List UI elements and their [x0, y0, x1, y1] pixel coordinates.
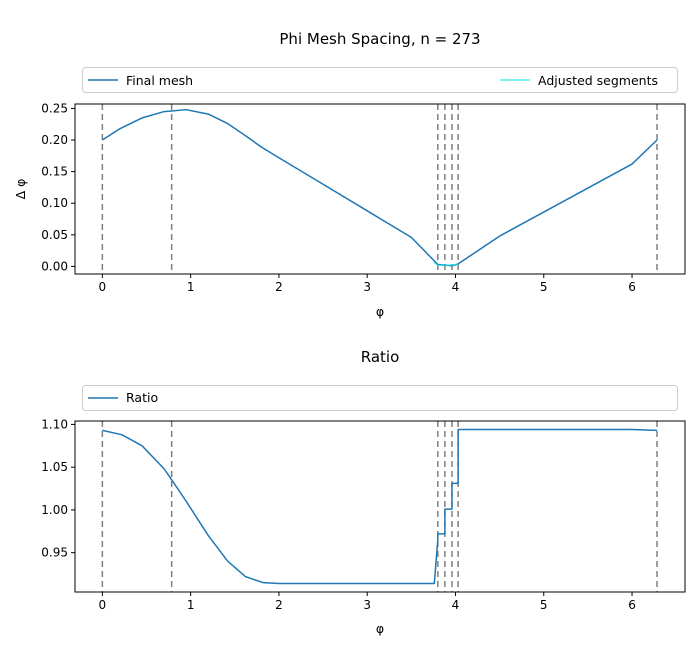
legend-label-final-mesh: Final mesh — [126, 73, 193, 88]
series-line-final-mesh — [101, 108, 658, 267]
y-tick-label: 0.95 — [41, 546, 68, 560]
bottom-chart-title: Ratio — [361, 348, 400, 366]
y-tick-label: 1.10 — [41, 417, 68, 431]
bottom-plot-area: 0 1 2 3 4 5 6 0.95 1.00 1.05 1.10 — [41, 417, 686, 612]
top-chart-legend: Final mesh Adjusted segments — [82, 67, 678, 93]
y-tick-label: 0.00 — [41, 259, 68, 273]
x-tick-label: 3 — [363, 280, 371, 294]
x-tick-label: 1 — [187, 280, 195, 294]
x-tick-label: 5 — [540, 598, 548, 612]
y-tick-label: 0.10 — [41, 196, 68, 210]
legend-label-ratio: Ratio — [126, 390, 158, 405]
top-chart: Phi Mesh Spacing, n = 273 Final mesh Adj… — [13, 30, 686, 319]
y-tick-label: 1.00 — [41, 503, 68, 517]
bottom-x-axis-label: φ — [376, 621, 384, 636]
top-x-axis-label: φ — [376, 304, 384, 319]
y-tick-label: 0.05 — [41, 228, 68, 242]
bottom-chart: Ratio Ratio 0 1 2 3 4 5 6 0.95 1.00 1.05 1.10 φ — [41, 348, 686, 636]
series-line-adjusted-segments — [433, 262, 459, 266]
x-tick-label: 4 — [452, 280, 460, 294]
x-tick-label: 5 — [540, 280, 548, 294]
x-tick-label: 0 — [99, 598, 107, 612]
bottom-legend-frame — [82, 385, 678, 411]
x-tick-label: 0 — [99, 280, 107, 294]
top-y-axis-label: Δ φ — [13, 179, 28, 200]
top-chart-title: Phi Mesh Spacing, n = 273 — [279, 30, 480, 48]
plot-frame — [74, 420, 686, 593]
y-tick-label: 0.25 — [41, 101, 68, 115]
x-tick-label: 2 — [275, 280, 283, 294]
y-tick-label: 0.15 — [41, 165, 68, 179]
x-tick-label: 1 — [187, 598, 195, 612]
y-tick-label: 1.05 — [41, 460, 68, 474]
y-tick-label: 0.20 — [41, 133, 68, 147]
top-legend-frame — [82, 67, 678, 93]
x-tick-label: 6 — [628, 280, 636, 294]
x-tick-label: 4 — [452, 598, 460, 612]
x-tick-label: 3 — [363, 598, 371, 612]
bottom-chart-legend: Ratio — [82, 385, 678, 411]
legend-label-adjusted-segments: Adjusted segments — [538, 73, 658, 88]
x-tick-label: 2 — [275, 598, 283, 612]
x-tick-label: 6 — [628, 598, 636, 612]
series-line-ratio — [102, 428, 658, 585]
plot-frame — [74, 103, 686, 275]
top-plot-area: 0 1 2 3 4 5 6 0.00 0.05 0.10 0.15 0.20 0.25 — [41, 101, 686, 294]
